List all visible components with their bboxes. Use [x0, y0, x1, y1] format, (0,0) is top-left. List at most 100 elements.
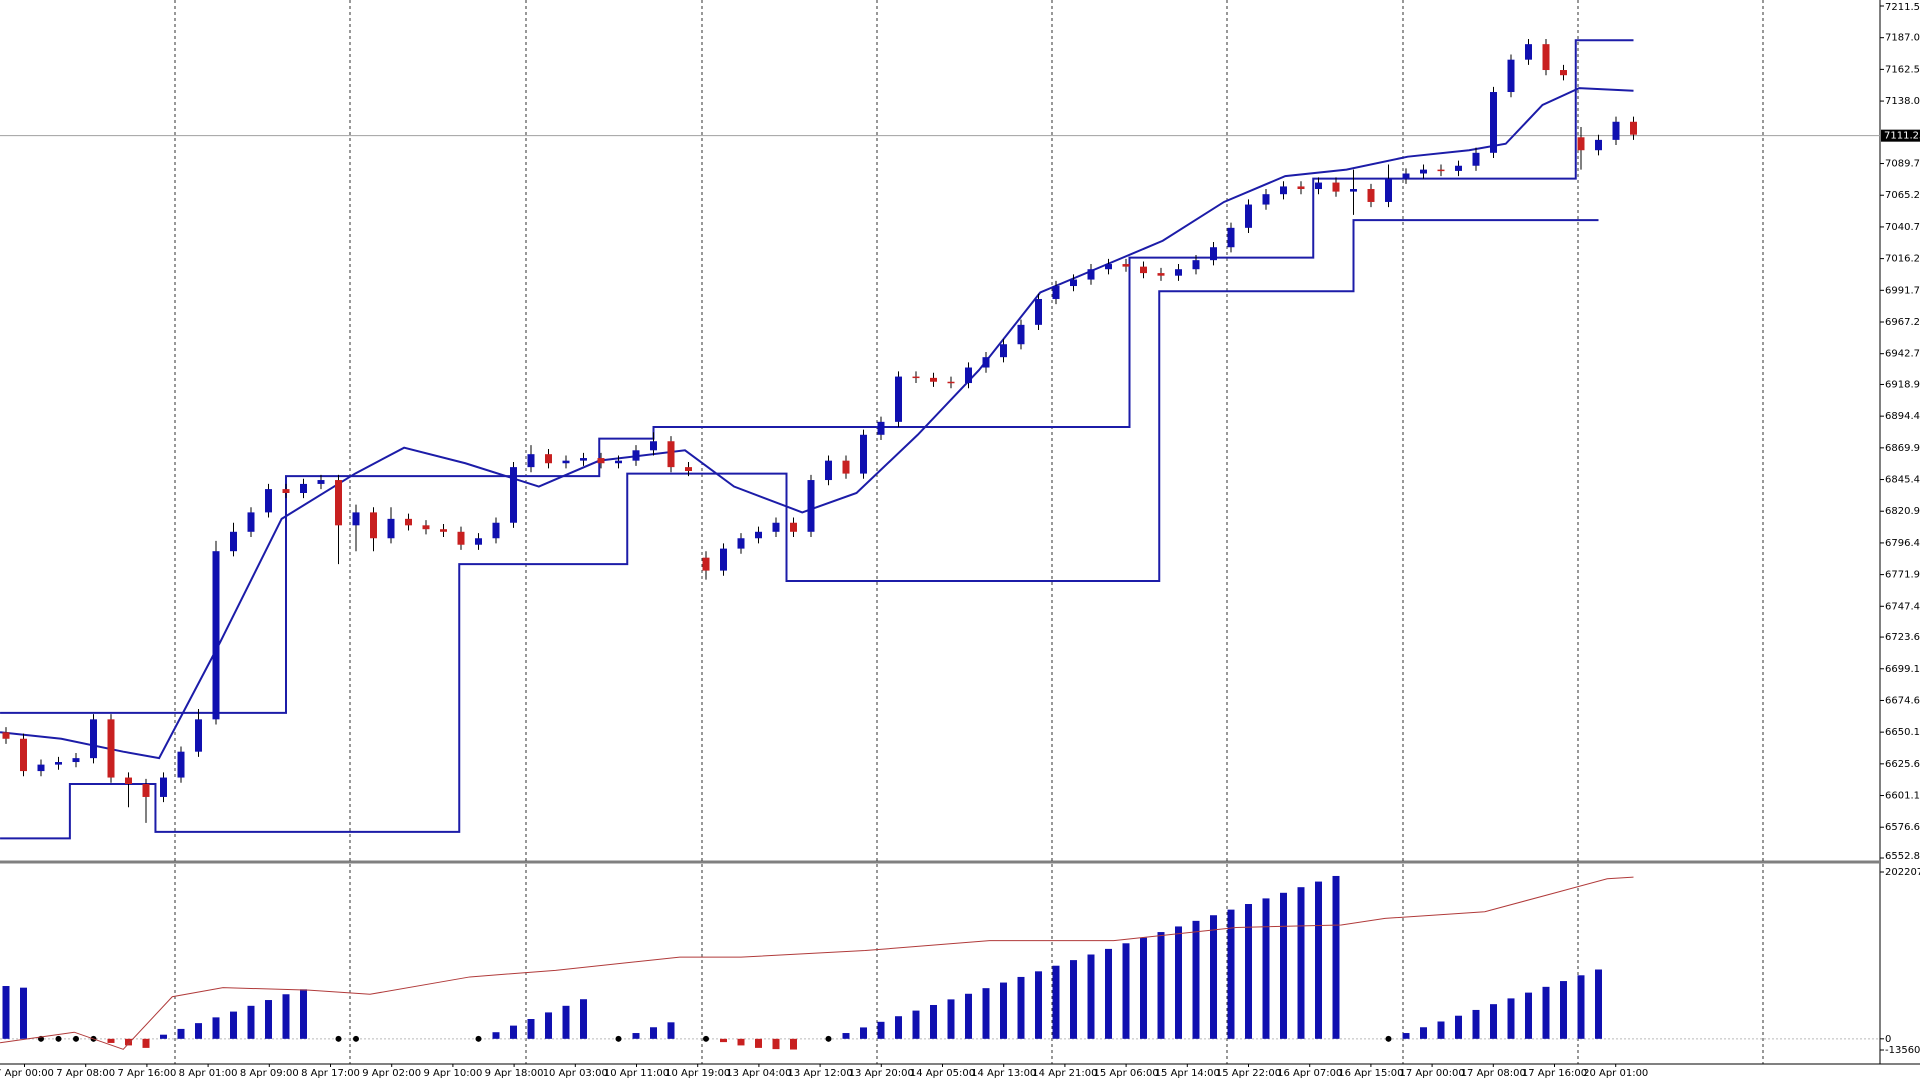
osc-bar: [1490, 1004, 1497, 1039]
osc-bar: [1210, 915, 1217, 1039]
osc-tick-label: -13560: [1885, 1045, 1920, 1056]
candle-body: [405, 518, 412, 526]
y-tick-label: 6967.20: [1885, 317, 1920, 328]
candle-body: [492, 522, 500, 539]
x-tick-label: 15 Apr 14:00: [1155, 1068, 1220, 1079]
candle-body: [1000, 344, 1007, 358]
candle-body: [1210, 247, 1217, 261]
y-tick-label: 6747.40: [1885, 601, 1920, 612]
candle-body: [615, 460, 622, 464]
candle-body: [317, 480, 325, 484]
osc-zero-dot: [335, 1035, 342, 1042]
osc-bar: [510, 1025, 517, 1039]
candle-body: [1280, 186, 1287, 195]
candle-body: [1630, 121, 1637, 135]
y-tick-label: 7089.70: [1885, 159, 1920, 170]
osc-zero-dot: [475, 1035, 482, 1042]
x-tick-label: 7 Apr 00:00: [0, 1068, 54, 1079]
osc-bar: [142, 1038, 150, 1048]
osc-bar: [195, 1023, 202, 1039]
osc-bar: [300, 989, 307, 1039]
osc-bar: [737, 1038, 745, 1046]
x-tick-label: 9 Apr 18:00: [485, 1068, 544, 1079]
osc-bar: [1472, 1009, 1480, 1039]
candle-body: [457, 531, 465, 545]
candle-body: [947, 381, 955, 384]
osc-bar: [1595, 969, 1602, 1039]
candle-body: [667, 441, 675, 468]
y-tick-label: 6918.90: [1885, 379, 1920, 390]
candle-body: [597, 458, 605, 464]
candle-body: [580, 458, 587, 461]
x-tick-label: 10 Apr 11:00: [604, 1068, 669, 1079]
candle-body: [1245, 204, 1252, 228]
candle-body: [737, 538, 745, 549]
candle-body: [755, 531, 762, 539]
current-price-label: 7111.25: [1884, 131, 1920, 142]
x-tick-label: 10 Apr 03:00: [543, 1068, 608, 1079]
candle-body: [527, 454, 535, 468]
candle-body: [790, 522, 797, 532]
y-tick-label: 6869.90: [1885, 443, 1920, 454]
candle-body: [912, 376, 920, 379]
y-tick-label: 6771.90: [1885, 570, 1920, 581]
x-tick-label: 14 Apr 21:00: [1032, 1068, 1097, 1079]
osc-bar: [1437, 1021, 1445, 1039]
osc-bar: [580, 999, 587, 1039]
osc-line: [0, 876, 1634, 1050]
y-tick-label: 6674.60: [1885, 695, 1920, 706]
candle-body: [807, 480, 815, 532]
osc-bar: [982, 988, 990, 1039]
osc-bar: [755, 1038, 762, 1048]
osc-bar: [965, 993, 972, 1039]
osc-bar: [1140, 937, 1147, 1039]
candle-body: [1332, 182, 1340, 192]
osc-bar: [247, 1005, 255, 1039]
x-tick-label: 17 Apr 08:00: [1461, 1068, 1526, 1079]
osc-bar: [20, 987, 27, 1039]
candle-body: [1385, 178, 1392, 202]
osc-bar: [230, 1011, 237, 1039]
x-tick-label: 20 Apr 01:00: [1583, 1068, 1648, 1079]
osc-bar: [1280, 892, 1287, 1039]
osc-bar: [895, 1016, 902, 1039]
candle-body: [632, 450, 640, 461]
candle-body: [1297, 186, 1305, 190]
candle-body: [177, 751, 185, 778]
osc-bar: [1175, 926, 1182, 1039]
y-tick-label: 6894.40: [1885, 411, 1920, 422]
x-tick-label: 7 Apr 08:00: [56, 1068, 115, 1079]
candle-body: [440, 529, 447, 532]
osc-bar: [545, 1012, 552, 1039]
y-tick-label: 6552.80: [1885, 851, 1920, 862]
osc-zero-dot: [825, 1035, 832, 1042]
osc-bar: [790, 1038, 797, 1050]
osc-bar: [632, 1033, 640, 1039]
osc-bar: [2, 986, 10, 1039]
candle-body: [265, 489, 272, 513]
y-tick-label: 6601.10: [1885, 791, 1920, 802]
osc-bar: [667, 1022, 675, 1039]
y-tick-label: 7040.70: [1885, 222, 1920, 233]
osc-bar: [947, 999, 955, 1039]
candle-body: [1122, 264, 1130, 267]
osc-bar: [877, 1021, 885, 1039]
y-tick-label: 7138.00: [1885, 96, 1920, 107]
candle-body: [20, 738, 27, 772]
osc-bar: [1402, 1033, 1410, 1039]
current-price-box: [1881, 129, 1920, 142]
x-tick-label: 15 Apr 06:00: [1093, 1068, 1158, 1079]
x-tick-label: 16 Apr 15:00: [1338, 1068, 1403, 1079]
x-tick-label: 13 Apr 20:00: [849, 1068, 914, 1079]
y-tick-label: 6942.70: [1885, 349, 1920, 360]
osc-bar: [1315, 881, 1322, 1039]
candle-body: [895, 376, 902, 422]
osc-bar: [1105, 948, 1112, 1039]
candle-body: [1612, 121, 1620, 140]
candle-body: [125, 777, 132, 785]
osc-bar: [492, 1032, 500, 1039]
candle-body: [352, 512, 360, 526]
candle-body: [562, 460, 570, 464]
y-tick-label: 7016.20: [1885, 254, 1920, 265]
osc-bar: [1017, 976, 1025, 1039]
